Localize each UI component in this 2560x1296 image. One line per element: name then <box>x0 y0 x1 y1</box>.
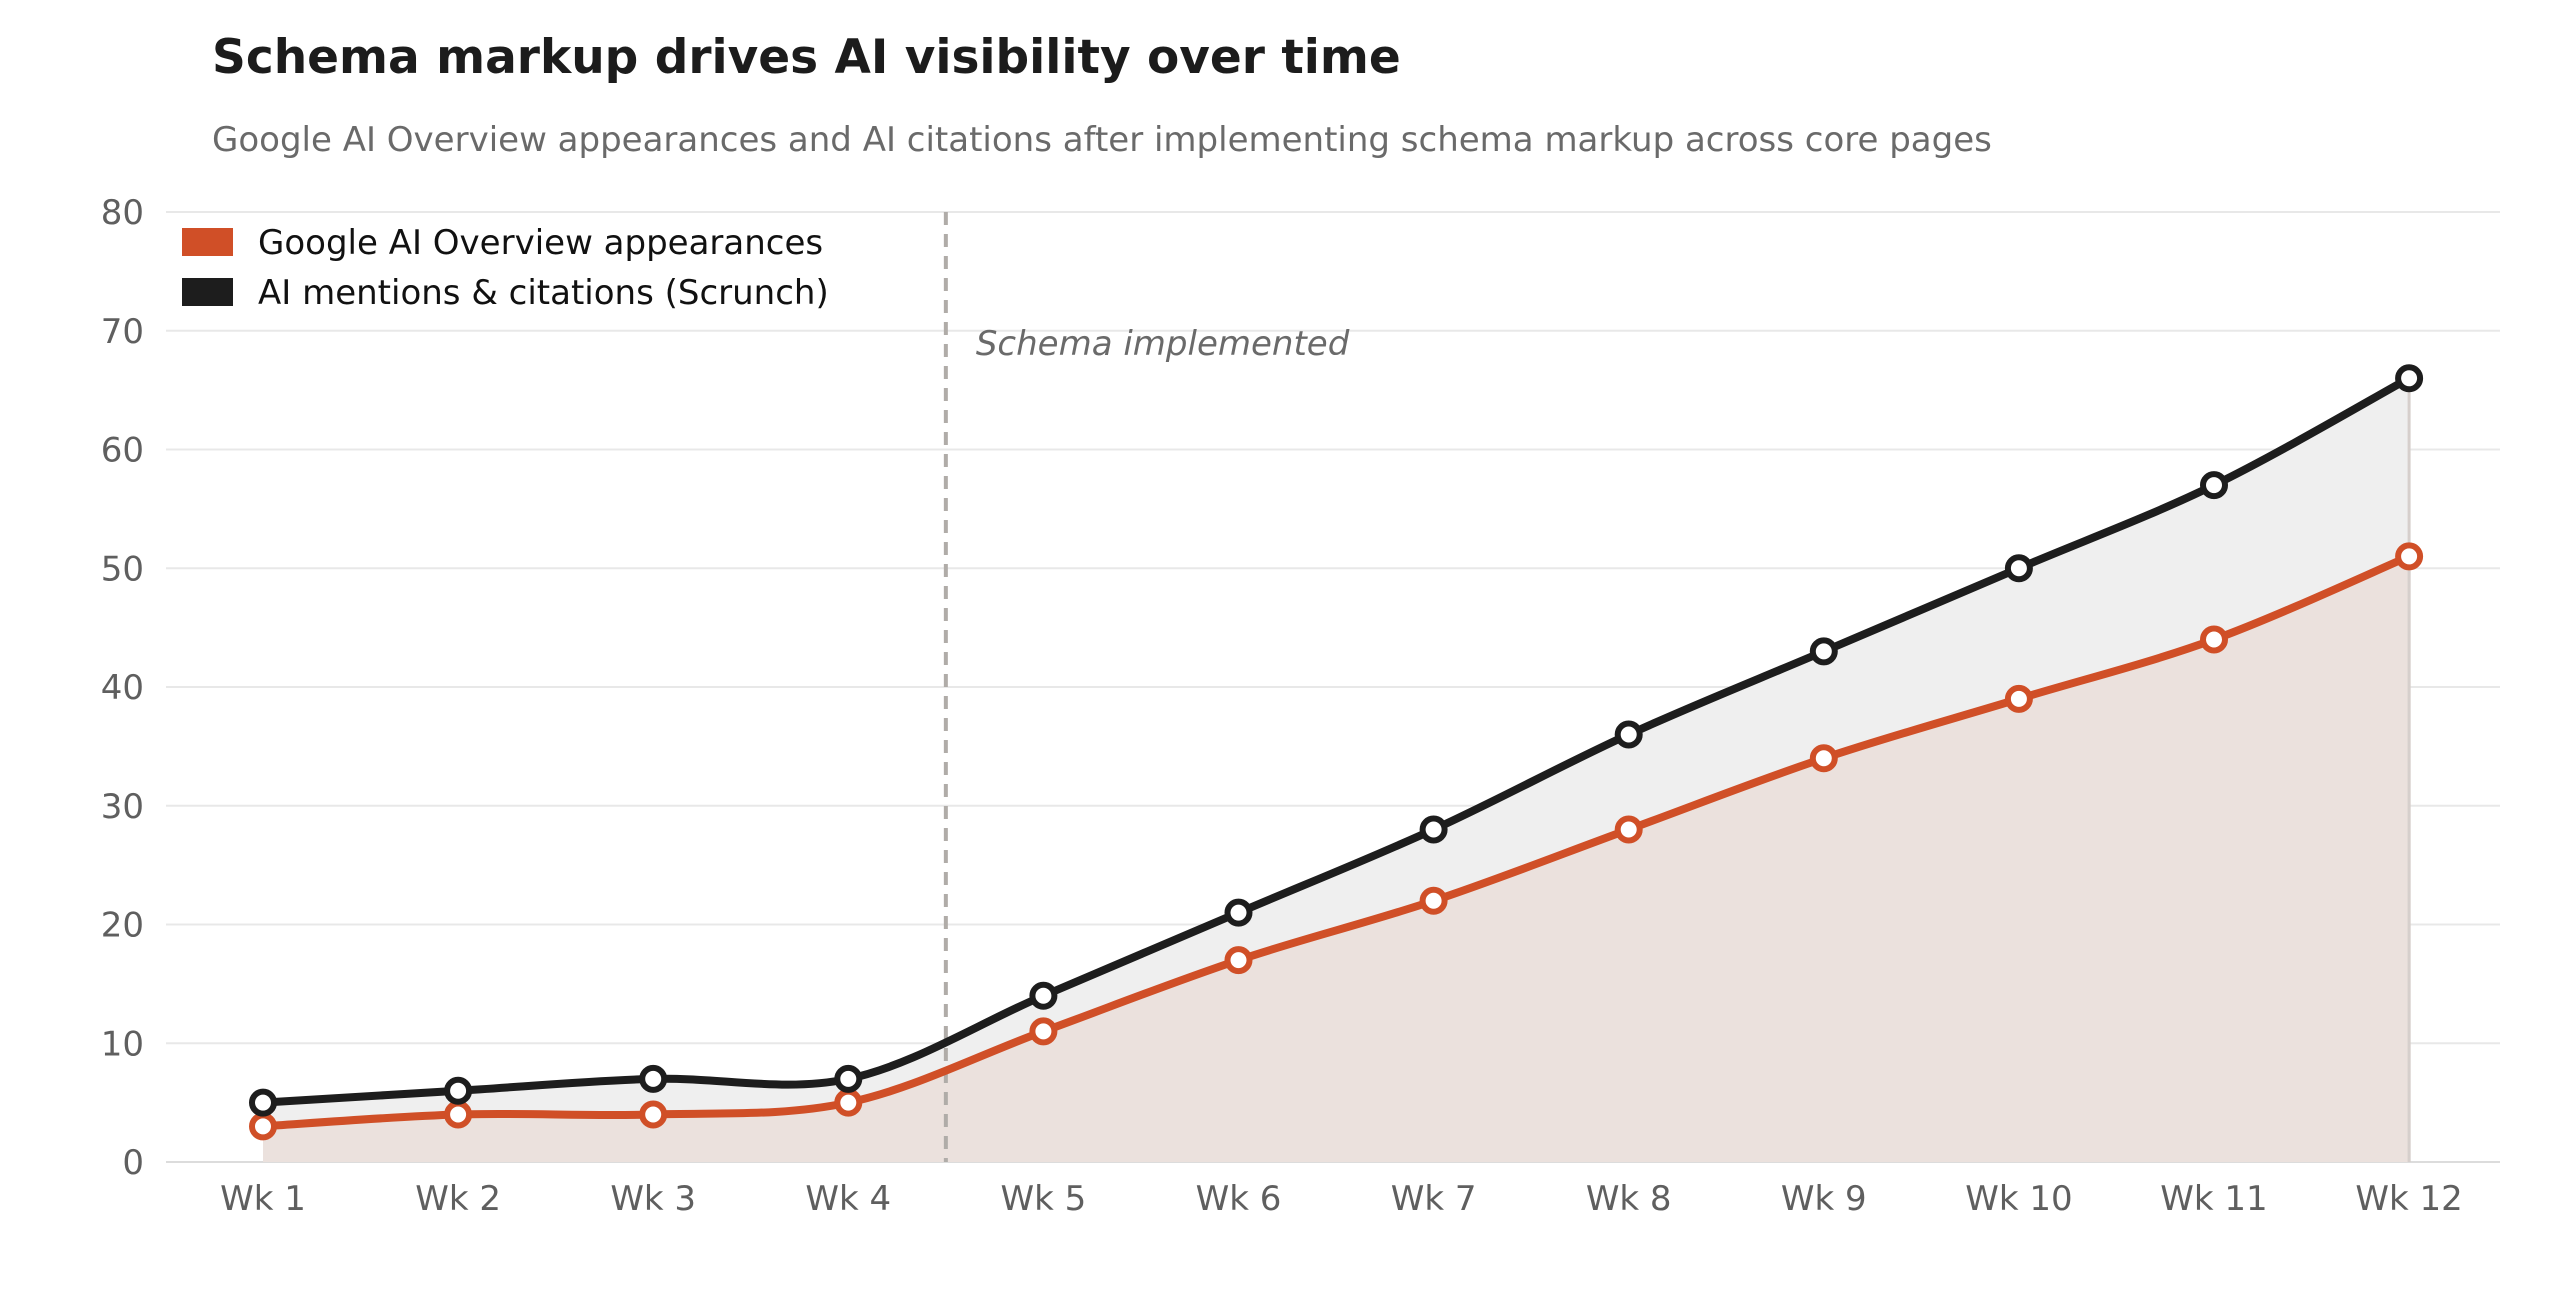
y-tick-label: 60 <box>101 431 144 471</box>
chart-subtitle: Google AI Overview appearances and AI ci… <box>212 120 1992 160</box>
y-tick-label: 30 <box>101 787 144 827</box>
data-point <box>1809 637 1838 666</box>
y-tick-label: 0 <box>122 1143 144 1183</box>
series-areas <box>263 378 2411 1162</box>
y-tick-label: 20 <box>101 906 144 946</box>
x-tick-label: Wk 10 <box>1965 1179 2072 1219</box>
x-tick-label: Wk 12 <box>2355 1179 2462 1219</box>
data-point <box>2004 684 2033 713</box>
legend-label: Google AI Overview appearances <box>258 223 823 263</box>
x-tick-label: Wk 3 <box>610 1179 696 1219</box>
data-point <box>1224 946 1253 975</box>
series-points <box>249 364 2424 1141</box>
x-tick-label: Wk 6 <box>1196 1179 1282 1219</box>
y-tick-label: 70 <box>101 312 144 352</box>
data-point <box>1809 744 1838 773</box>
data-point <box>1614 815 1643 844</box>
data-point <box>834 1064 863 1093</box>
legend-swatch <box>182 278 233 306</box>
data-point <box>444 1100 473 1129</box>
annotation-layer: Schema implemented <box>943 212 1350 1162</box>
x-tick-label: Wk 11 <box>2160 1179 2267 1219</box>
x-tick-label: Wk 9 <box>1781 1179 1867 1219</box>
data-point <box>444 1076 473 1105</box>
data-point <box>2395 542 2424 571</box>
legend-swatch <box>182 228 233 256</box>
legend-label: AI mentions & citations (Scrunch) <box>258 273 829 313</box>
chart-title: Schema markup drives AI visibility over … <box>212 30 1401 85</box>
y-tick-label: 80 <box>101 193 144 233</box>
data-point <box>639 1100 668 1129</box>
x-tick-label: Wk 8 <box>1586 1179 1672 1219</box>
data-point <box>2200 625 2228 654</box>
y-tick-label: 40 <box>101 668 144 708</box>
data-point <box>2200 471 2228 500</box>
x-tick-label: Wk 7 <box>1391 1179 1477 1219</box>
data-point <box>2004 554 2033 583</box>
series-area <box>263 556 2410 1162</box>
data-point <box>1224 898 1253 927</box>
data-point <box>834 1088 863 1117</box>
x-tick-label: Wk 5 <box>1001 1179 1087 1219</box>
x-tick-label: Wk 2 <box>415 1179 501 1219</box>
data-point <box>249 1088 277 1117</box>
y-tick-label: 10 <box>101 1024 144 1064</box>
x-tick-label: Wk 1 <box>220 1179 306 1219</box>
data-point <box>1029 981 1058 1010</box>
x-tick-label: Wk 4 <box>805 1179 891 1219</box>
data-point <box>2395 364 2424 393</box>
y-tick-label: 50 <box>101 549 144 589</box>
data-point <box>249 1112 277 1141</box>
data-point <box>1419 815 1448 844</box>
annotation-label: Schema implemented <box>976 324 1350 364</box>
data-point <box>1029 1017 1058 1046</box>
axes: 0 10 20 30 40 50 60 70 80 Wk 1 Wk 2 Wk 3 Wk 4 Wk 5 Wk … <box>101 193 2463 1219</box>
data-point <box>1614 720 1643 749</box>
data-point <box>1419 886 1448 915</box>
legend: Google AI Overview appearances AI mention… <box>182 223 829 313</box>
data-point <box>639 1064 668 1093</box>
